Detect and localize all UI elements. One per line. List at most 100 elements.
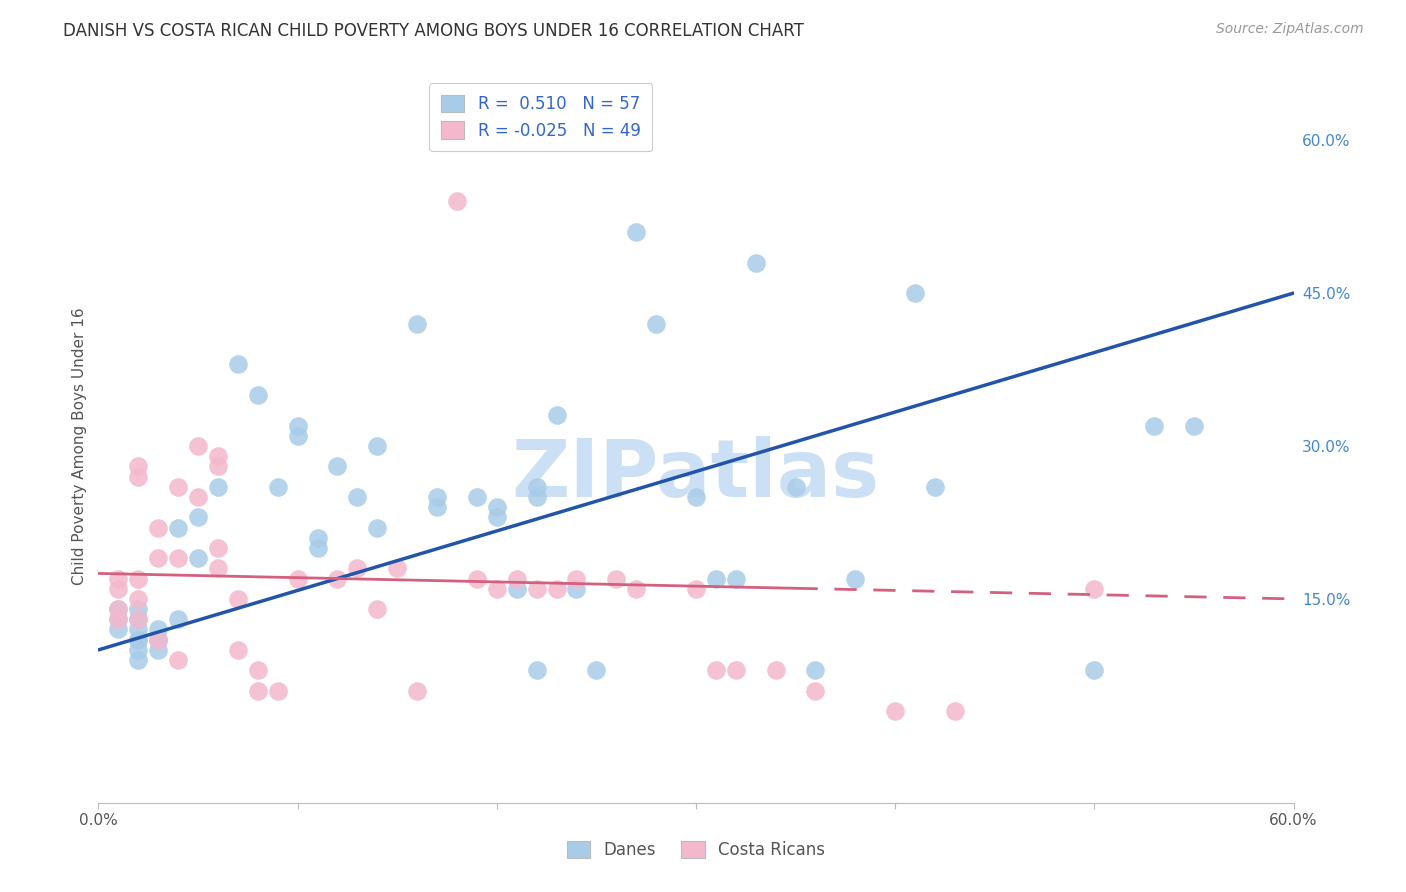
Y-axis label: Child Poverty Among Boys Under 16: Child Poverty Among Boys Under 16 [72,307,87,585]
Point [724,663,747,677]
Point [366,602,388,616]
Point [127,632,149,647]
Point [346,490,368,504]
Point [148,551,170,566]
Point [346,561,368,575]
Point [127,459,149,474]
Point [724,572,747,586]
Point [1182,418,1205,433]
Point [207,561,229,575]
Point [127,591,149,606]
Point [406,317,429,331]
Point [148,623,170,637]
Point [107,602,129,616]
Point [127,612,149,626]
Point [626,582,648,596]
Point [844,572,866,586]
Point [167,551,190,566]
Point [226,643,249,657]
Point [127,643,149,657]
Point [685,490,707,504]
Point [307,541,329,555]
Point [127,602,149,616]
Point [765,663,787,677]
Point [546,582,568,596]
Point [307,531,329,545]
Point [107,623,129,637]
Point [148,643,170,657]
Point [626,225,648,239]
Point [924,480,946,494]
Point [226,358,249,372]
Point [148,632,170,647]
Point [485,500,508,515]
Point [267,480,290,494]
Point [107,612,129,626]
Point [167,653,190,667]
Point [107,602,129,616]
Point [148,520,170,534]
Point [943,704,966,718]
Point [645,317,668,331]
Point [426,490,449,504]
Point [127,469,149,483]
Point [446,194,468,209]
Point [704,663,727,677]
Point [207,480,229,494]
Point [287,572,309,586]
Point [107,612,129,626]
Point [546,409,568,423]
Point [167,480,190,494]
Point [1083,663,1105,677]
Point [526,480,548,494]
Point [287,418,309,433]
Point [366,520,388,534]
Point [585,663,607,677]
Point [287,429,309,443]
Point [904,286,927,301]
Point [465,490,488,504]
Point [226,591,249,606]
Point [127,632,149,647]
Point [207,459,229,474]
Point [187,490,209,504]
Point [506,572,529,586]
Point [107,572,129,586]
Point [187,551,209,566]
Point [605,572,627,586]
Point [127,612,149,626]
Point [246,388,269,402]
Point [107,582,129,596]
Point [167,520,190,534]
Point [127,572,149,586]
Point [366,439,388,453]
Point [506,582,529,596]
Point [745,255,768,269]
Point [326,572,349,586]
Point [406,683,429,698]
Point [804,683,827,698]
Point [565,572,588,586]
Point [485,582,508,596]
Point [267,683,290,698]
Point [785,480,807,494]
Point [246,683,269,698]
Point [148,632,170,647]
Point [465,572,488,586]
Point [187,439,209,453]
Point [526,582,548,596]
Point [565,582,588,596]
Point [1083,582,1105,596]
Point [385,561,409,575]
Point [127,653,149,667]
Point [148,632,170,647]
Point [167,612,190,626]
Point [526,490,548,504]
Point [485,510,508,524]
Point [127,623,149,637]
Text: Source: ZipAtlas.com: Source: ZipAtlas.com [1216,22,1364,37]
Point [426,500,449,515]
Point [1143,418,1166,433]
Point [704,572,727,586]
Point [207,449,229,463]
